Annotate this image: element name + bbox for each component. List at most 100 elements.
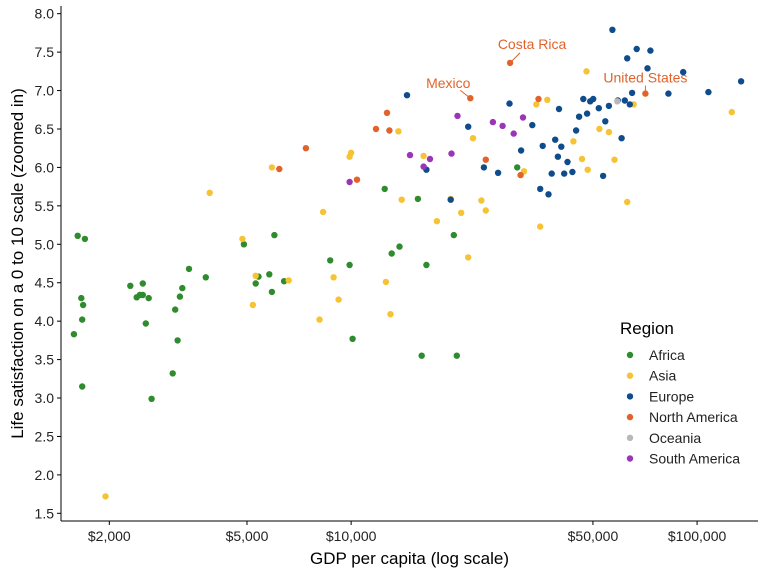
series-south-america: [346, 112, 527, 186]
data-point: [206, 189, 213, 196]
data-point: [372, 125, 380, 133]
data-point: [81, 235, 89, 243]
data-point: [561, 170, 568, 177]
data-point: [545, 191, 552, 198]
x-tick-label: $100,000: [668, 528, 727, 544]
data-point: [268, 288, 276, 296]
data-point: [172, 306, 179, 313]
axes: $2,000 $5,000 $10,000 $50,000 $100,000 1.5 2.…: [35, 6, 758, 544]
data-point: [580, 95, 587, 103]
data-point: [302, 145, 310, 152]
data-point: [395, 128, 402, 135]
y-tick-label: 3.5: [35, 352, 55, 368]
y-tick-label: 7.0: [35, 83, 55, 99]
data-point: [499, 122, 506, 130]
data-point: [478, 197, 485, 204]
data-point: [728, 108, 735, 116]
data-point: [458, 209, 465, 216]
data-points: [70, 26, 745, 500]
data-point: [381, 185, 388, 193]
data-point: [202, 274, 209, 281]
data-point: [239, 235, 246, 243]
data-point: [506, 100, 513, 107]
legend-items: Africa Asia Europe North America Oceania Sout…: [626, 347, 740, 467]
y-tick-label: 2.0: [35, 467, 55, 483]
data-point: [319, 208, 327, 216]
data-point: [240, 241, 248, 248]
y-tick-label: 8.0: [35, 6, 55, 22]
data-point: [480, 164, 488, 171]
data-point: [621, 97, 628, 104]
data-point: [174, 337, 181, 344]
data-point: [705, 88, 712, 96]
annotation-leader: [509, 52, 521, 64]
annotation-label: Costa Rica: [498, 36, 567, 52]
annotation-leader: [459, 89, 471, 99]
data-point: [447, 196, 454, 203]
legend-key: [626, 372, 634, 379]
data-point: [349, 335, 356, 342]
legend-label: Oceania: [649, 430, 701, 446]
series-oceania: [614, 98, 621, 105]
data-point: [271, 231, 278, 239]
data-point: [179, 284, 186, 292]
data-point: [79, 383, 86, 390]
y-tick-label: 2.5: [35, 428, 55, 444]
data-point: [614, 98, 621, 105]
data-point: [665, 90, 672, 97]
y-tick-label: 6.0: [35, 159, 55, 175]
y-tick-label: 5.5: [35, 198, 55, 214]
data-point: [249, 301, 257, 309]
data-point: [590, 95, 597, 103]
data-point: [517, 147, 525, 154]
data-point: [386, 127, 393, 134]
y-tick-label: 6.5: [35, 121, 55, 137]
data-point: [583, 68, 590, 75]
data-point: [420, 152, 427, 160]
data-point: [78, 294, 85, 302]
data-point: [517, 171, 524, 179]
data-point: [353, 176, 361, 183]
data-point: [346, 178, 353, 186]
legend-label: Africa: [649, 347, 685, 363]
data-point: [533, 101, 540, 108]
data-point: [599, 172, 607, 180]
data-point: [575, 113, 583, 120]
x-tick-label: $2,000: [88, 528, 131, 544]
y-tick-label: 3.0: [35, 390, 55, 406]
y-tick-label: 5.0: [35, 236, 55, 252]
legend-label: North America: [649, 409, 738, 425]
data-point: [539, 142, 546, 150]
data-point: [142, 320, 149, 327]
y-tick-label: 4.0: [35, 313, 55, 329]
x-tick-label: $5,000: [226, 528, 269, 544]
data-point: [548, 170, 555, 177]
data-point: [680, 68, 687, 76]
data-point: [335, 296, 342, 303]
data-point: [176, 293, 184, 300]
data-point: [558, 143, 565, 150]
data-point: [387, 311, 394, 318]
data-point: [609, 26, 616, 33]
data-point: [420, 163, 427, 170]
data-point: [611, 156, 618, 163]
y-axis-title: Life satisfaction on a 0 to 10 scale (zo…: [8, 88, 27, 439]
data-point: [347, 149, 355, 156]
legend: Region Africa Asia Europe North America Ocea…: [620, 319, 740, 467]
data-point: [737, 78, 745, 85]
data-point: [388, 250, 395, 257]
data-point: [266, 271, 273, 278]
data-point: [396, 243, 403, 250]
x-axis-title: GDP per capita (log scale): [310, 549, 509, 568]
data-point: [330, 274, 337, 281]
x-tick-label: $50,000: [568, 528, 619, 544]
data-point: [127, 282, 134, 289]
data-point: [327, 257, 334, 264]
data-point: [469, 135, 477, 142]
data-point: [628, 89, 636, 97]
data-point: [494, 169, 502, 176]
data-point: [70, 331, 78, 338]
data-point: [403, 92, 411, 99]
legend-label: South America: [649, 451, 740, 467]
data-point: [633, 45, 640, 53]
